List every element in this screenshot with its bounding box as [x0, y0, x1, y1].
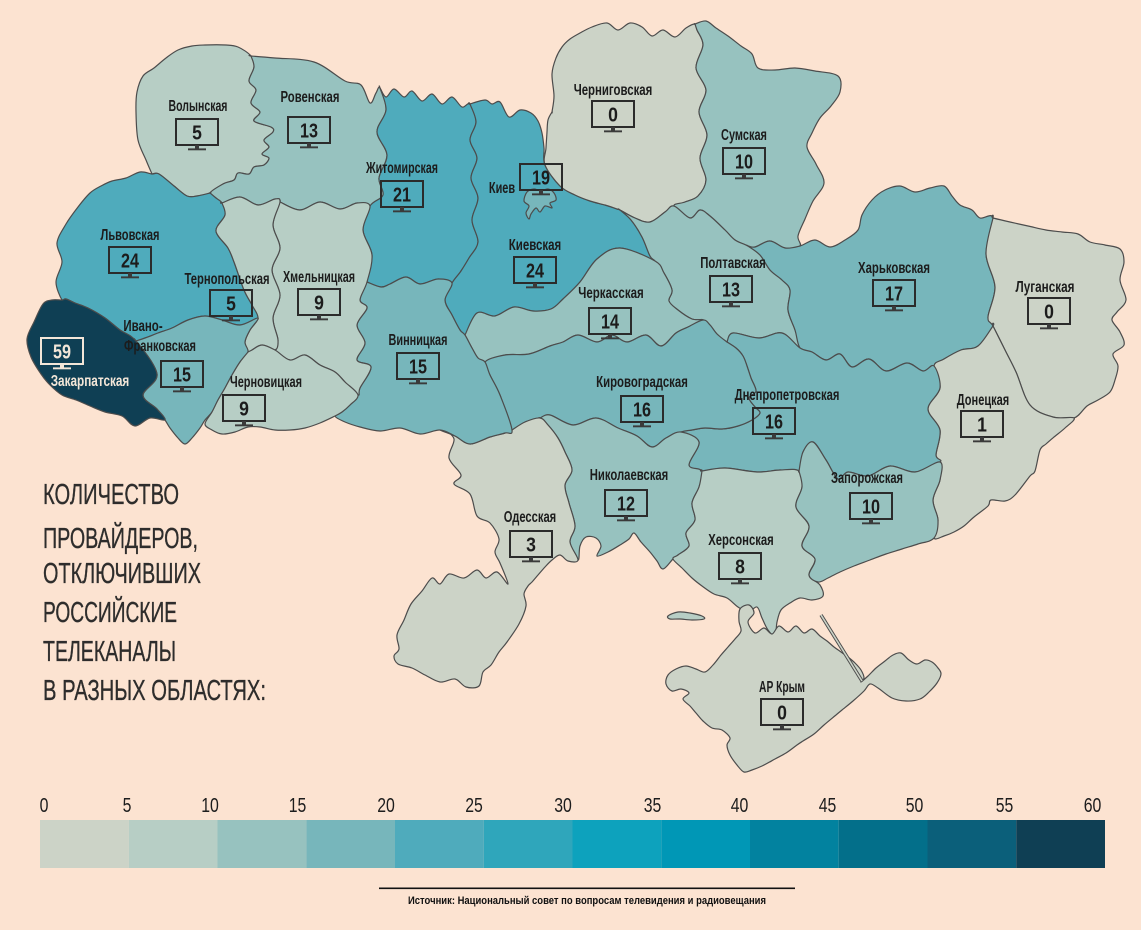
svg-text:Ровенская: Ровенская — [281, 89, 340, 106]
svg-text:14: 14 — [601, 311, 619, 334]
svg-text:Одесская: Одесская — [504, 509, 556, 526]
svg-text:0: 0 — [1044, 301, 1054, 324]
svg-text:15: 15 — [289, 795, 307, 817]
svg-text:В РАЗНЫХ ОБЛАСТЯХ:: В РАЗНЫХ ОБЛАСТЯХ: — [43, 675, 266, 707]
svg-text:10: 10 — [201, 795, 219, 817]
svg-text:0: 0 — [40, 795, 49, 817]
svg-text:13: 13 — [300, 120, 318, 143]
svg-text:12: 12 — [617, 493, 635, 516]
svg-text:РОССИЙСКИЕ: РОССИЙСКИЕ — [43, 595, 177, 629]
svg-text:Херсонская: Херсонская — [708, 532, 774, 549]
svg-text:16: 16 — [633, 399, 651, 422]
svg-text:Днепропетровская: Днепропетровская — [735, 387, 840, 404]
svg-text:55: 55 — [996, 795, 1014, 817]
svg-text:0: 0 — [777, 702, 787, 725]
svg-text:60: 60 — [1084, 795, 1102, 817]
svg-text:АР Крым: АР Крым — [759, 679, 805, 696]
svg-text:Киевская: Киевская — [509, 237, 561, 254]
svg-text:24: 24 — [121, 250, 139, 273]
svg-text:21: 21 — [393, 184, 411, 207]
svg-text:Житомирская: Житомирская — [365, 160, 438, 177]
svg-text:Хмельницкая: Хмельницкая — [283, 269, 355, 286]
svg-text:ТЕЛЕКАНАЛЫ: ТЕЛЕКАНАЛЫ — [43, 636, 176, 668]
svg-text:5: 5 — [123, 795, 132, 817]
svg-text:8: 8 — [735, 556, 745, 579]
svg-text:19: 19 — [532, 167, 550, 190]
svg-text:9: 9 — [314, 292, 324, 315]
svg-text:5: 5 — [192, 122, 202, 145]
svg-text:Черкасская: Черкасская — [578, 285, 644, 302]
svg-text:КОЛИЧЕСТВО: КОЛИЧЕСТВО — [43, 479, 179, 511]
svg-text:10: 10 — [862, 496, 880, 519]
svg-text:Львовская: Львовская — [101, 227, 160, 244]
svg-text:Запорожская: Запорожская — [831, 470, 903, 487]
svg-text:Николаевская: Николаевская — [590, 467, 669, 484]
svg-text:0: 0 — [608, 104, 618, 127]
svg-text:40: 40 — [731, 795, 749, 817]
svg-text:Сумская: Сумская — [721, 127, 767, 144]
svg-text:Киев: Киев — [489, 180, 515, 197]
svg-text:Луганская: Луганская — [1016, 279, 1075, 296]
svg-text:10: 10 — [735, 151, 753, 174]
svg-text:ПРОВАЙДЕРОВ,: ПРОВАЙДЕРОВ, — [43, 521, 198, 555]
svg-text:59: 59 — [53, 341, 71, 364]
svg-text:20: 20 — [377, 795, 395, 817]
svg-text:Кировоградская: Кировоградская — [596, 374, 688, 391]
svg-text:17: 17 — [885, 283, 903, 306]
svg-text:24: 24 — [526, 260, 544, 283]
svg-text:9: 9 — [239, 398, 249, 421]
svg-text:Волынская: Волынская — [169, 98, 228, 115]
svg-text:Франковская: Франковская — [124, 338, 196, 355]
svg-text:25: 25 — [465, 795, 483, 817]
svg-text:13: 13 — [722, 279, 740, 302]
svg-text:15: 15 — [173, 364, 191, 387]
svg-text:50: 50 — [906, 795, 924, 817]
svg-text:Ивано-: Ивано- — [123, 318, 162, 335]
svg-text:1: 1 — [977, 414, 987, 437]
svg-text:16: 16 — [765, 411, 783, 434]
svg-text:30: 30 — [554, 795, 572, 817]
svg-text:5: 5 — [226, 293, 236, 316]
svg-text:35: 35 — [644, 795, 662, 817]
svg-text:Тернопольская: Тернопольская — [184, 271, 269, 288]
svg-text:ОТКЛЮЧИВШИХ: ОТКЛЮЧИВШИХ — [43, 558, 201, 590]
svg-text:Черновицкая: Черновицкая — [230, 374, 302, 391]
svg-text:45: 45 — [819, 795, 837, 817]
svg-text:3: 3 — [526, 534, 536, 557]
svg-text:Харьковская: Харьковская — [858, 260, 930, 277]
svg-text:Полтавская: Полтавская — [700, 255, 766, 272]
svg-text:Источник: Национальный совет п: Источник: Национальный совет по вопросам… — [408, 895, 766, 907]
svg-text:Винницкая: Винницкая — [389, 332, 448, 349]
svg-text:15: 15 — [409, 356, 427, 379]
svg-text:Донецкая: Донецкая — [957, 392, 1009, 409]
svg-text:Черниговская: Черниговская — [574, 82, 653, 99]
svg-text:Закарпатская: Закарпатская — [51, 373, 130, 390]
